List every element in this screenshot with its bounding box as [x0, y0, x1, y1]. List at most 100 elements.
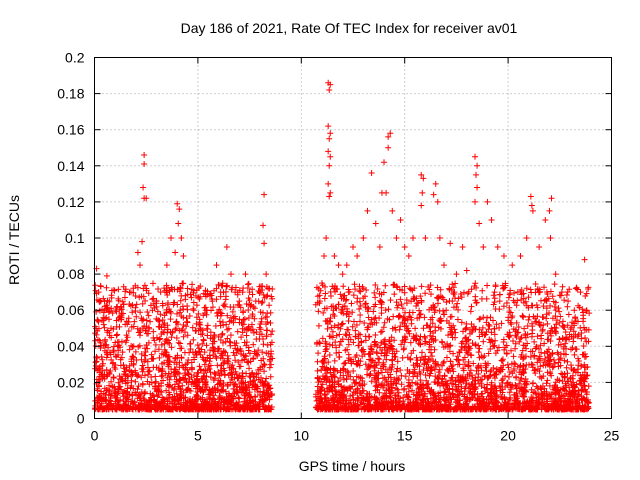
- roti-point: [411, 366, 418, 373]
- roti-point: [95, 382, 102, 389]
- roti-point: [257, 326, 264, 333]
- roti-point: [174, 200, 181, 207]
- roti-point: [143, 317, 150, 324]
- roti-point: [367, 351, 374, 358]
- roti-point: [510, 353, 517, 360]
- roti-point: [214, 362, 221, 369]
- roti-point: [246, 384, 253, 391]
- roti-point: [130, 354, 137, 361]
- roti-point: [162, 351, 169, 358]
- roti-point: [533, 318, 540, 325]
- roti-point: [548, 395, 555, 402]
- axis-ticks-layer: 0 5 10 15 20 2500.020.040.060.080.10.120.140.…: [57, 50, 619, 444]
- roti-point: [327, 333, 334, 340]
- roti-point: [557, 355, 564, 362]
- roti-point: [534, 359, 541, 366]
- roti-point: [190, 336, 197, 343]
- roti-point: [449, 362, 456, 369]
- roti-point: [149, 307, 156, 314]
- roti-point: [184, 306, 191, 313]
- roti-point: [480, 338, 487, 345]
- roti-point: [384, 369, 391, 376]
- roti-point: [159, 302, 166, 309]
- roti-point: [549, 293, 556, 300]
- roti-point: [547, 369, 554, 376]
- roti-point: [375, 355, 382, 362]
- roti-point: [97, 395, 104, 402]
- roti-point: [396, 326, 403, 333]
- roti-point: [417, 333, 424, 340]
- roti-point: [134, 325, 141, 332]
- roti-point: [113, 394, 120, 401]
- roti-point: [533, 383, 540, 390]
- roti-point: [345, 405, 352, 412]
- roti-point: [269, 328, 276, 335]
- roti-point: [398, 381, 405, 388]
- roti-point: [437, 401, 444, 408]
- roti-point: [468, 303, 475, 310]
- roti-point: [326, 382, 333, 389]
- roti-point: [106, 369, 113, 376]
- roti-point: [342, 347, 349, 354]
- roti-point: [362, 405, 369, 412]
- roti-point: [564, 378, 571, 385]
- roti-point: [139, 362, 146, 369]
- roti-point: [377, 329, 384, 336]
- roti-point: [323, 395, 330, 402]
- roti-point: [211, 398, 218, 405]
- roti-point: [422, 371, 429, 378]
- roti-point: [345, 351, 352, 358]
- roti-point: [514, 399, 521, 406]
- roti-point: [454, 316, 461, 323]
- roti-point: [476, 345, 483, 352]
- roti-point: [184, 285, 191, 292]
- roti-point: [312, 391, 319, 398]
- roti-point: [447, 401, 454, 408]
- roti-point: [478, 398, 485, 405]
- roti-point: [323, 305, 330, 312]
- roti-point: [207, 355, 214, 362]
- roti-point: [425, 283, 432, 290]
- roti-point: [400, 402, 407, 409]
- roti-point: [385, 383, 392, 390]
- roti-point: [421, 360, 428, 367]
- roti-point: [186, 312, 193, 319]
- roti-point: [477, 315, 484, 322]
- roti-point: [188, 294, 195, 301]
- y-tick-label: 0.02: [57, 374, 84, 390]
- roti-point: [507, 287, 514, 294]
- roti-point: [552, 313, 559, 320]
- roti-point: [361, 405, 368, 412]
- roti-point: [413, 295, 420, 302]
- roti-point: [364, 324, 371, 331]
- roti-point: [245, 307, 252, 314]
- roti-point: [552, 379, 559, 386]
- roti-point: [142, 357, 149, 364]
- roti-point: [422, 290, 429, 297]
- roti-point: [331, 253, 338, 260]
- roti-point: [258, 331, 265, 338]
- roti-point: [171, 403, 178, 410]
- roti-point: [247, 302, 254, 309]
- roti-point: [524, 323, 531, 330]
- roti-point: [537, 342, 544, 349]
- roti-point: [337, 375, 344, 382]
- roti-point: [211, 375, 218, 382]
- roti-point: [564, 358, 571, 365]
- roti-point: [491, 342, 498, 349]
- roti-point: [146, 368, 153, 375]
- roti-point: [165, 363, 172, 370]
- roti-point: [264, 327, 271, 334]
- y-axis-label: ROTI / TECUs: [6, 195, 22, 285]
- roti-point: [531, 367, 538, 374]
- roti-point: [220, 302, 227, 309]
- roti-point: [481, 372, 488, 379]
- roti-point: [392, 324, 399, 331]
- roti-point: [438, 379, 445, 386]
- roti-point: [561, 373, 568, 380]
- roti-point: [94, 367, 101, 374]
- roti-point: [232, 345, 239, 352]
- roti-point: [424, 406, 431, 413]
- roti-point: [358, 339, 365, 346]
- roti-point: [228, 369, 235, 376]
